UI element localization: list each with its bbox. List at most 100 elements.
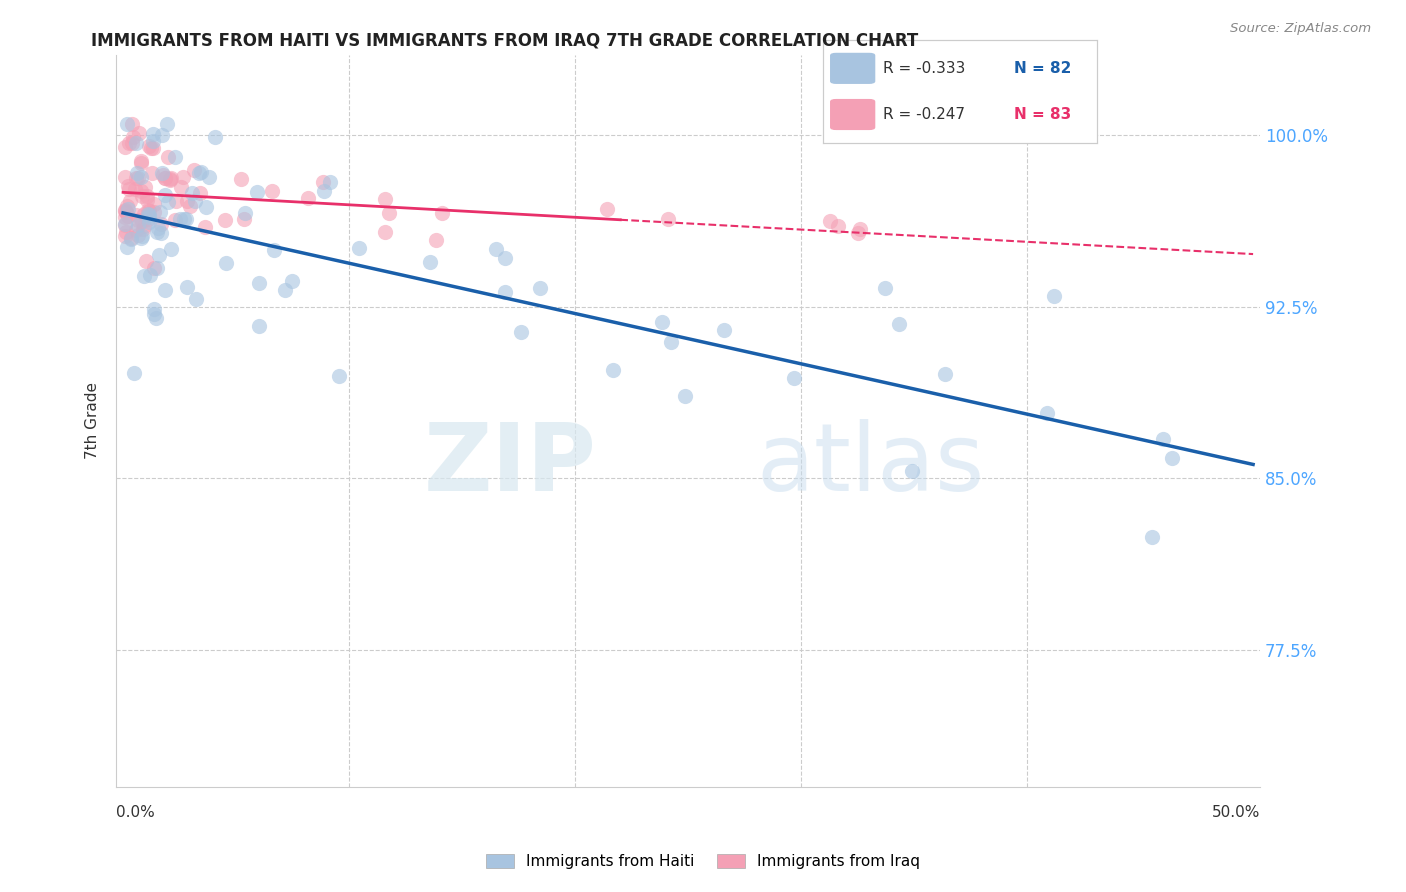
Point <box>143 307 166 321</box>
Point <box>347 241 370 255</box>
Point <box>138 208 160 222</box>
Point <box>247 318 270 333</box>
Point <box>160 242 183 256</box>
Point <box>139 268 162 283</box>
Point <box>148 248 170 262</box>
Point <box>197 169 219 184</box>
Point <box>160 170 183 185</box>
Point <box>673 389 696 403</box>
Point <box>430 206 453 220</box>
Point <box>934 368 956 382</box>
Point <box>176 279 198 293</box>
Legend: Immigrants from Haiti, Immigrants from Iraq: Immigrants from Haiti, Immigrants from I… <box>479 847 927 875</box>
Point <box>115 240 138 254</box>
Point <box>149 217 172 231</box>
Point <box>114 217 136 231</box>
Text: ZIP: ZIP <box>423 419 596 511</box>
Point <box>138 210 160 224</box>
Point <box>659 335 682 350</box>
Point <box>117 117 139 131</box>
Text: atlas: atlas <box>756 419 986 511</box>
Point <box>125 208 148 222</box>
Point <box>142 141 165 155</box>
Text: N = 82: N = 82 <box>1015 61 1071 76</box>
Point <box>114 218 136 232</box>
Point <box>141 166 163 180</box>
Point <box>141 141 163 155</box>
Point <box>129 155 152 169</box>
Point <box>328 369 350 384</box>
Point <box>215 256 238 270</box>
Point <box>128 127 150 141</box>
Point <box>115 225 138 239</box>
Point <box>170 180 193 194</box>
Point <box>657 212 679 227</box>
Point <box>150 128 173 142</box>
Point <box>194 219 217 234</box>
Point <box>143 260 166 275</box>
Point <box>150 165 173 179</box>
Point <box>311 175 333 189</box>
Point <box>136 202 159 217</box>
Point <box>121 136 143 150</box>
Point <box>134 207 156 221</box>
Point <box>169 212 191 227</box>
Point <box>247 276 270 290</box>
Point <box>901 464 924 478</box>
Point <box>1152 433 1174 447</box>
Point <box>596 202 619 216</box>
Point <box>117 209 139 223</box>
Point <box>134 179 156 194</box>
Text: Source: ZipAtlas.com: Source: ZipAtlas.com <box>1230 22 1371 36</box>
Point <box>152 168 174 182</box>
Point <box>229 172 252 186</box>
Point <box>153 188 176 202</box>
Point <box>114 211 136 225</box>
Point <box>125 223 148 237</box>
Point <box>143 302 166 317</box>
Text: IMMIGRANTS FROM HAITI VS IMMIGRANTS FROM IRAQ 7TH GRADE CORRELATION CHART: IMMIGRANTS FROM HAITI VS IMMIGRANTS FROM… <box>91 31 918 49</box>
Point <box>602 363 624 377</box>
Point <box>115 204 138 219</box>
Point <box>120 232 142 246</box>
Point <box>132 221 155 235</box>
Point <box>887 317 910 331</box>
Point <box>263 243 285 257</box>
Point <box>179 199 201 213</box>
Point <box>136 189 159 203</box>
Point <box>183 163 205 178</box>
Y-axis label: 7th Grade: 7th Grade <box>86 383 100 459</box>
Point <box>150 226 173 240</box>
Point <box>127 212 149 227</box>
Point <box>120 231 142 245</box>
Point <box>153 283 176 297</box>
Point <box>163 150 186 164</box>
Point <box>131 214 153 228</box>
Point <box>127 218 149 232</box>
Point <box>194 201 217 215</box>
Point <box>378 206 401 220</box>
Point <box>121 117 143 131</box>
Point <box>173 212 195 227</box>
Point <box>184 292 207 306</box>
Point <box>204 130 226 145</box>
Point <box>176 194 198 208</box>
Point <box>131 229 153 244</box>
Point <box>494 251 516 265</box>
Point <box>118 181 141 195</box>
Point <box>135 193 157 207</box>
Point <box>159 173 181 187</box>
Point <box>138 215 160 229</box>
Point <box>153 171 176 186</box>
Point <box>374 192 396 206</box>
Point <box>782 370 804 384</box>
Point <box>146 260 169 275</box>
Point <box>127 171 149 186</box>
Point <box>875 281 897 295</box>
Point <box>1042 288 1064 302</box>
Text: R = -0.247: R = -0.247 <box>883 107 965 122</box>
Point <box>319 175 342 189</box>
Point <box>120 194 142 208</box>
Point <box>314 184 336 198</box>
Point <box>1140 530 1163 544</box>
